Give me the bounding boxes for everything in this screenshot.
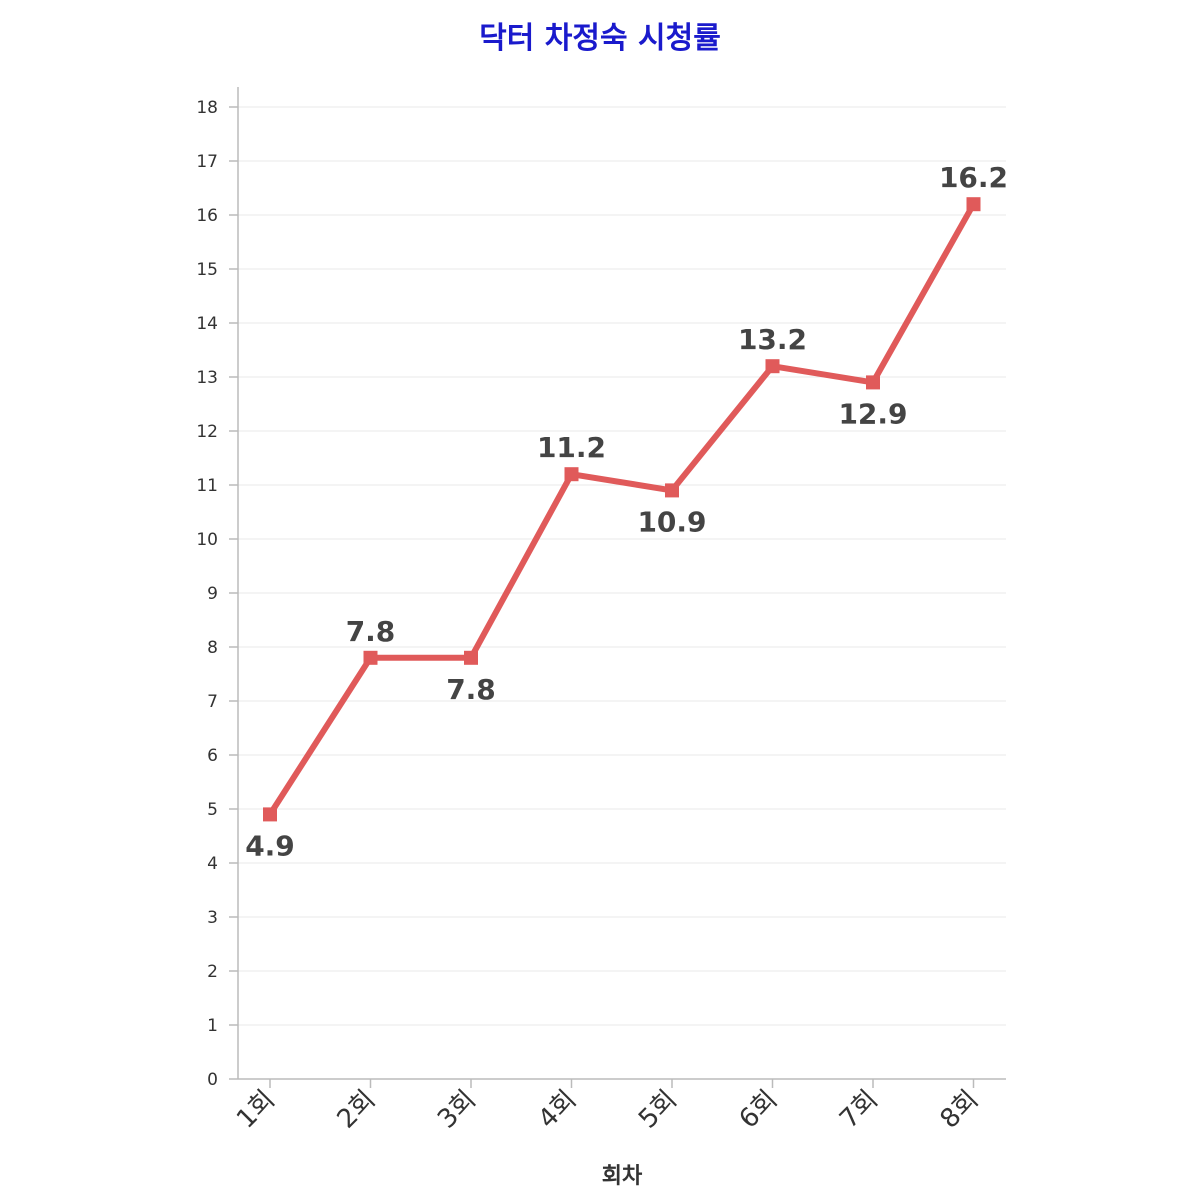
data-labels: 4.9 7.8 7.8 11.2 10.9 13.2 12.9 16.2 — [245, 161, 1008, 862]
data-point — [866, 375, 880, 390]
x-tick-label: 5회 — [633, 1085, 683, 1135]
data-label: 16.2 — [939, 161, 1008, 194]
y-tick-label: 13 — [196, 368, 218, 388]
y-tick-label: 3 — [207, 908, 218, 928]
y-tick-label: 2 — [207, 962, 218, 982]
y-tick-label: 10 — [196, 530, 218, 550]
y-tick-label: 9 — [207, 584, 218, 604]
y-tick-label: 17 — [196, 152, 218, 172]
y-tick-label: 8 — [207, 638, 218, 658]
data-point — [363, 650, 378, 665]
data-label: 7.8 — [346, 615, 396, 648]
y-tick-label: 1 — [207, 1016, 218, 1036]
y-tick-label: 6 — [207, 746, 218, 766]
data-label: 12.9 — [838, 397, 907, 430]
y-tick-label: 14 — [196, 314, 218, 334]
x-tick-label: 7회 — [834, 1085, 884, 1135]
y-tick-label: 4 — [207, 854, 218, 874]
grid-lines — [238, 106, 1006, 1026]
data-label: 4.9 — [245, 829, 295, 862]
x-tick-label: 6회 — [734, 1085, 784, 1135]
data-point — [263, 807, 277, 822]
data-point — [966, 197, 981, 212]
y-tick-label: 11 — [196, 476, 218, 496]
series-1 — [263, 197, 981, 822]
x-tick-label: 2회 — [332, 1085, 382, 1135]
x-axis-title: 회차 — [602, 1164, 643, 1189]
y-tick-label: 0 — [207, 1070, 218, 1090]
data-label: 7.8 — [446, 673, 496, 706]
data-label: 13.2 — [738, 323, 807, 356]
x-tick-label: 8회 — [935, 1085, 985, 1135]
y-tick-label: 18 — [196, 98, 218, 118]
x-tick-label: 1회 — [231, 1085, 281, 1135]
series-line — [267, 201, 977, 818]
y-tick-label: 7 — [207, 692, 218, 712]
y-tick-label: 16 — [196, 206, 218, 226]
x-tick-label: 3회 — [432, 1085, 482, 1135]
data-point — [464, 650, 478, 665]
data-label: 11.2 — [537, 431, 606, 464]
y-tick-label: 12 — [196, 422, 218, 442]
y-tick-label: 5 — [207, 800, 218, 820]
x-tick-label: 4회 — [533, 1085, 583, 1135]
chart-title: 닥터 차정숙 시청률 — [479, 21, 721, 56]
data-label: 10.9 — [637, 505, 706, 538]
y-tick-label: 15 — [196, 260, 218, 280]
data-point — [564, 467, 579, 482]
data-point — [765, 359, 780, 374]
data-point — [665, 483, 679, 498]
